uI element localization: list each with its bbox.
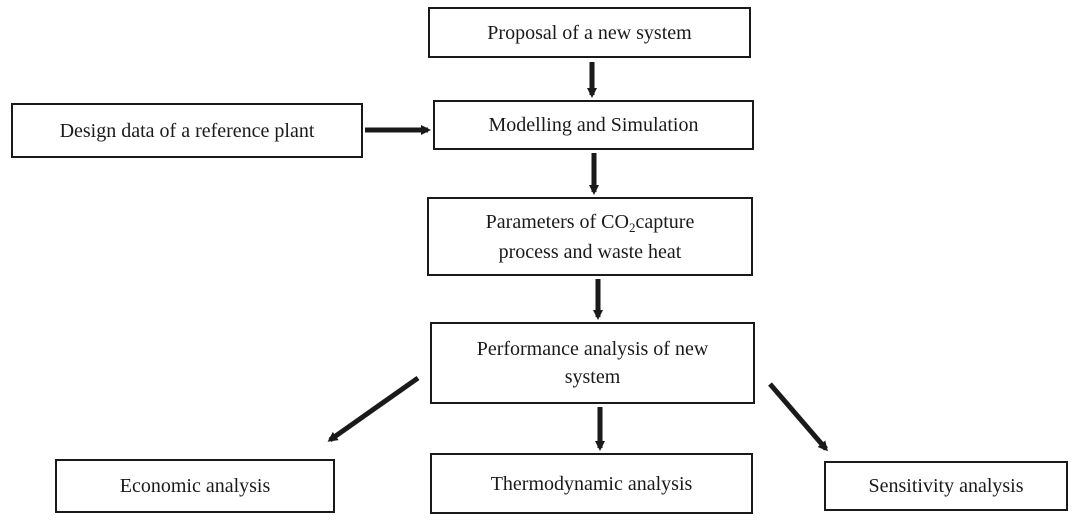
design-data-label: Design data of a reference plant [59, 119, 315, 142]
performance-label-line2: system [564, 366, 621, 388]
arrow-performance-to-sensitivity [768, 382, 828, 452]
arrow-performance-to-economic [327, 375, 420, 443]
modelling-label: Modelling and Simulation [488, 114, 699, 136]
parameters-label-post: capture [635, 210, 695, 233]
performance-label-line1: Performance analysis of new [476, 338, 709, 360]
sensitivity-box: Sensitivity analysis [824, 461, 1068, 511]
parameters-label-subscript: 2 [628, 219, 636, 235]
design-data-box: Design data of a reference plant [11, 103, 363, 158]
parameters-label-line2: process and waste heat [498, 240, 682, 263]
parameters-label-pre: Parameters of CO [485, 210, 629, 233]
parameters-label-line1: Parameters of CO2 capture [486, 208, 695, 238]
modelling-box: Modelling and Simulation [433, 100, 754, 150]
economic-box: Economic analysis [55, 459, 335, 513]
performance-box: Performance analysis of new system [430, 322, 755, 404]
sensitivity-label: Sensitivity analysis [868, 475, 1024, 497]
economic-label: Economic analysis [119, 475, 271, 497]
thermodynamic-box: Thermodynamic analysis [430, 453, 753, 514]
parameters-box: Parameters of CO2 capture process and wa… [427, 197, 753, 276]
thermodynamic-label: Thermodynamic analysis [490, 472, 693, 495]
proposal-label: Proposal of a new system [487, 21, 692, 44]
proposal-box: Proposal of a new system [428, 7, 751, 58]
